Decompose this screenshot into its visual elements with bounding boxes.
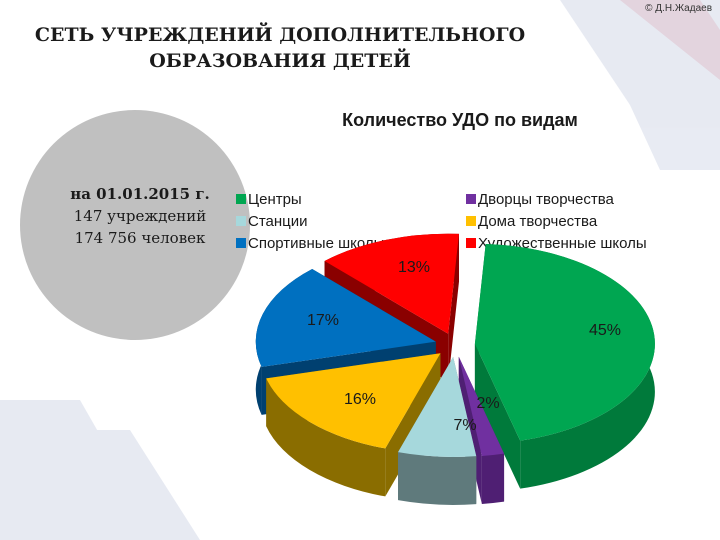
slice-1-side (481, 453, 505, 504)
page-title-line-2: ОБРАЗОВАНИЯ ДЕТЕЙ (149, 50, 411, 72)
info-circle (20, 110, 250, 340)
legend-label-stations: Станции (248, 212, 308, 230)
page-title-line-1: СЕТЬ УЧРЕЖДЕНИЙ ДОПОЛНИТЕЛЬНОГО (34, 24, 526, 46)
legend-item-centers: Центры (236, 188, 384, 210)
data-label-3: 16% (344, 391, 376, 408)
legend-swatch-stations (236, 216, 246, 226)
slice-2-top (398, 356, 477, 457)
legend-label-sport-schools: Спортивные школы (248, 234, 385, 252)
info-people: 174 756 человек (74, 229, 206, 247)
data-label-5: 13% (398, 259, 430, 276)
copyright-text: © Д.Н.Жадаев (645, 3, 712, 14)
data-label-1: 2% (476, 395, 499, 412)
slice-4-top (255, 268, 436, 367)
slice-3-side (266, 378, 386, 497)
legend-item-palaces: Дворцы творчества (466, 188, 647, 210)
chart-title: Количество УДО по видам (342, 110, 578, 130)
legend-item-sport-schools: Спортивные школы (236, 232, 384, 254)
legend-right: Дворцы творчества Дома творчества Художе… (466, 188, 647, 254)
info-date: на 01.01.2015 г. (70, 185, 210, 203)
legend-swatch-centers (236, 194, 246, 204)
legend-swatch-sport-schools (236, 238, 246, 248)
slice-0-top (474, 244, 655, 441)
legend-item-stations: Станции (236, 210, 384, 232)
legend-label-houses: Дома творчества (478, 212, 598, 230)
slice-2-side (398, 452, 477, 505)
page-title: СЕТЬ УЧРЕЖДЕНИЙ ДОПОЛНИТЕЛЬНОГО ОБРАЗОВА… (20, 22, 540, 74)
legend-left: Центры Станции Спортивные школы (236, 188, 384, 254)
legend-swatch-houses (466, 216, 476, 226)
info-institutions: 147 учреждений (73, 207, 207, 225)
legend-swatch-art-schools (466, 238, 476, 248)
legend-label-centers: Центры (248, 190, 302, 208)
legend-label-palaces: Дворцы творчества (478, 190, 614, 208)
data-label-4: 17% (307, 312, 339, 329)
data-label-0: 45% (589, 322, 621, 339)
data-label-2: 7% (453, 417, 476, 434)
slice-5-top (324, 233, 459, 334)
info-summary: на 01.01.2015 г. 147 учреждений 174 756 … (40, 183, 240, 249)
slice-1-top (458, 356, 505, 456)
legend-item-houses: Дома творчества (466, 210, 647, 232)
slice-3-top (266, 353, 441, 449)
legend-swatch-palaces (466, 194, 476, 204)
slice-0-wall-end (474, 343, 521, 489)
